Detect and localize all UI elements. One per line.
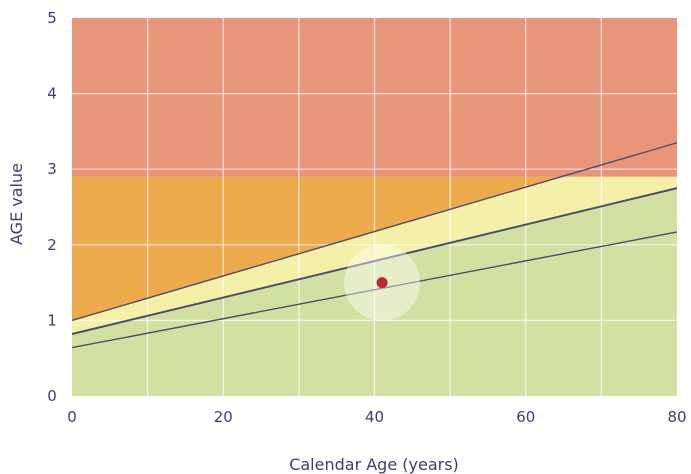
x-axis-label: Calendar Age (years) xyxy=(289,455,459,474)
data-point xyxy=(376,277,388,289)
line-upper xyxy=(71,142,678,322)
y-tick-label: 0 xyxy=(47,387,57,405)
y-tick-label: 2 xyxy=(47,236,57,254)
y-tick-label: 3 xyxy=(47,160,57,178)
line-layer xyxy=(71,142,678,349)
x-tick-label: 80 xyxy=(667,408,686,426)
y-tick-label: 4 xyxy=(47,85,57,103)
y-tick-label: 1 xyxy=(47,311,57,329)
line-lower xyxy=(71,231,678,349)
x-tick-label: 40 xyxy=(365,408,384,426)
y-tick-label: 5 xyxy=(47,9,57,27)
grid-layer xyxy=(72,18,677,396)
marker-layer xyxy=(344,244,421,321)
x-tick-label: 60 xyxy=(516,408,535,426)
y-axis-label: AGE value xyxy=(7,163,26,245)
tick-layer: 0 20 40 60 80 0 1 2 3 4 5 xyxy=(47,9,686,426)
line-middle xyxy=(71,187,678,335)
x-tick-label: 0 xyxy=(67,408,77,426)
x-tick-label: 20 xyxy=(214,408,233,426)
